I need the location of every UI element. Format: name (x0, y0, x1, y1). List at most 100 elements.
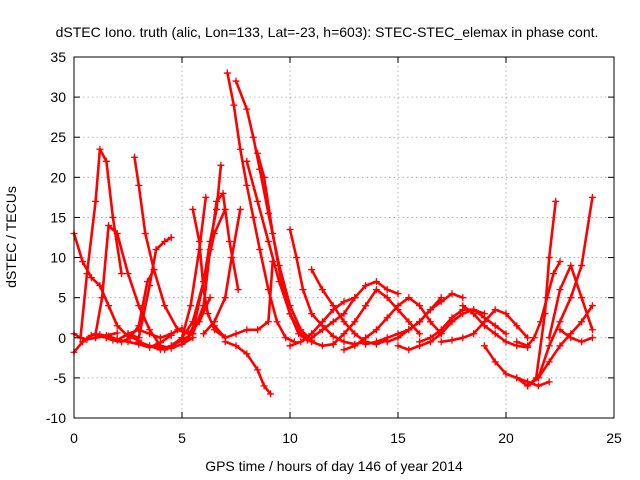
data-point (437, 338, 445, 346)
data-point (491, 330, 499, 338)
series-arc-4 (76, 145, 126, 342)
series-arc-15 (178, 161, 225, 346)
data-point (297, 338, 305, 346)
data-point (556, 326, 564, 334)
data-point (308, 266, 316, 274)
data-point (318, 286, 326, 294)
data-point (206, 238, 214, 246)
data-point (448, 314, 456, 322)
data-point (340, 310, 348, 318)
data-point (243, 326, 251, 334)
data-point (556, 342, 564, 350)
data-point (491, 306, 499, 314)
data-point (545, 254, 553, 262)
data-point (480, 322, 488, 330)
data-point (226, 238, 234, 246)
data-point (588, 326, 596, 334)
series-arc-36 (513, 197, 560, 390)
data-point (351, 294, 359, 302)
data-point (113, 229, 121, 237)
data-point (372, 278, 380, 286)
data-point (264, 238, 272, 246)
data-point (524, 382, 532, 390)
data-point (184, 334, 192, 342)
x-tick-label: 25 (606, 430, 622, 446)
data-point (448, 336, 456, 344)
data-point (167, 330, 175, 338)
data-point (534, 382, 542, 390)
data-point (524, 334, 532, 342)
data-point (256, 246, 264, 254)
series-line (547, 264, 594, 340)
x-axis-ticks: 0 5 10 15 20 25 (70, 57, 622, 446)
data-point (513, 322, 521, 330)
data-point (221, 294, 229, 302)
series-line (226, 71, 296, 344)
data-point (394, 302, 402, 310)
data-point (92, 197, 100, 205)
data-point (567, 334, 575, 342)
data-point (437, 298, 445, 306)
data-point (232, 77, 240, 85)
data-point (530, 334, 538, 342)
data-point (260, 382, 268, 390)
data-point (221, 338, 229, 346)
data-point (318, 342, 326, 350)
data-point (230, 101, 238, 109)
chart-title: dSTEC Iono. truth (alic, Lon=133, Lat=-2… (56, 24, 599, 40)
data-series (70, 69, 596, 398)
data-point (267, 390, 275, 398)
series-arc-30 (383, 290, 467, 346)
data-point (102, 334, 110, 342)
y-axis-ticks: -10 -5 0 5 10 15 20 25 30 35 (46, 49, 614, 426)
series-arc-40 (545, 262, 596, 342)
data-point (502, 330, 510, 338)
data-point (459, 294, 467, 302)
data-point (83, 270, 91, 278)
x-tick-label: 20 (498, 430, 514, 446)
series-line (191, 208, 227, 340)
data-point (362, 340, 370, 348)
data-point (416, 318, 424, 326)
data-point (202, 193, 210, 201)
data-point (236, 145, 244, 153)
data-point (204, 310, 212, 318)
data-point (340, 298, 348, 306)
series-arc-26 (308, 278, 402, 342)
data-point (383, 294, 391, 302)
data-point (118, 270, 126, 278)
data-point (405, 294, 413, 302)
series-arc-37 (513, 258, 564, 350)
data-point (174, 326, 182, 334)
data-point (124, 330, 132, 338)
data-point (200, 278, 208, 286)
data-point (543, 294, 551, 302)
data-point (161, 302, 169, 310)
series-line (342, 296, 443, 352)
data-point (130, 153, 138, 161)
series-line (234, 79, 313, 342)
y-tick-label: 35 (50, 49, 66, 65)
series-arc-34 (459, 302, 532, 351)
data-point (578, 294, 586, 302)
data-point (113, 329, 121, 337)
x-tick-label: 5 (178, 430, 186, 446)
data-point (394, 334, 402, 342)
series-line (154, 196, 208, 352)
series-arc-19 (232, 77, 316, 344)
data-point (191, 318, 199, 326)
data-point (167, 342, 175, 350)
y-axis-label: dSTEC / TECUs (3, 186, 19, 288)
data-point (286, 342, 294, 350)
data-point (83, 335, 91, 343)
data-point (243, 181, 251, 189)
data-point (206, 294, 214, 302)
y-tick-label: 5 (58, 290, 66, 306)
data-point (351, 342, 359, 350)
data-point (372, 286, 380, 294)
y-tick-label: 20 (50, 169, 66, 185)
data-point (282, 334, 290, 342)
data-point (567, 294, 575, 302)
data-point (135, 302, 143, 310)
